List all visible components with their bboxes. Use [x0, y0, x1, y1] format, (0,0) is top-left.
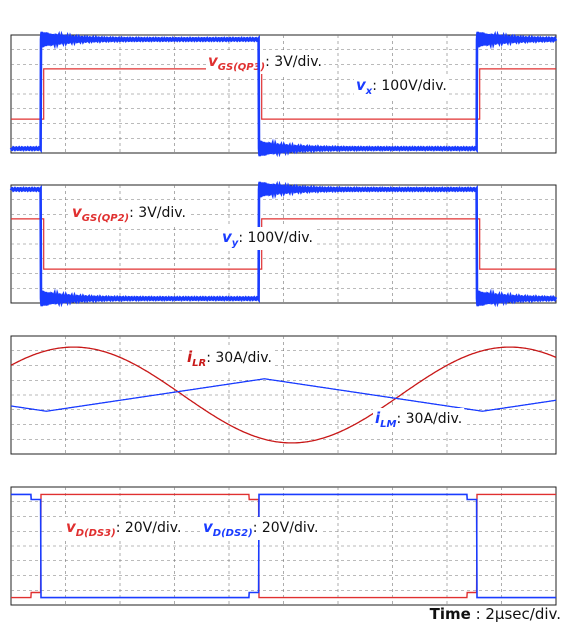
time-scale-label: Time : 2μsec/div.: [429, 605, 561, 623]
series-scale: : 30A/div.: [396, 411, 462, 427]
series-subscript: D(DS2): [213, 528, 253, 539]
series-label-gsqp2: vGS(QP2): 3V/div.: [72, 203, 186, 224]
series-scale: : 100V/div.: [238, 230, 313, 246]
trace-dds2: [11, 493, 556, 599]
series-scale: : 30A/div.: [206, 350, 272, 366]
series-subscript: GS(QP2): [82, 213, 129, 224]
series-subscript: LR: [192, 358, 206, 369]
trace-gsqp3: [11, 68, 556, 120]
series-label-dds3: vD(DS3): 20V/div.: [66, 518, 181, 539]
series-symbol: v: [203, 518, 214, 536]
trace-dds3: [11, 493, 556, 599]
series-symbol: i: [187, 348, 193, 366]
trace-ilr: [10, 346, 557, 444]
series-scale: : 100V/div.: [372, 78, 447, 94]
label-backing: [70, 202, 188, 225]
series-subscript: GS(QP3): [218, 62, 265, 73]
time-scale-value: 2μsec/div.: [485, 605, 561, 623]
series-label-lm: iLM: 30A/div.: [375, 409, 462, 430]
series-subscript: D(DS3): [76, 528, 116, 539]
series-scale: : 20V/div.: [116, 520, 182, 536]
time-axis-label: Time: [429, 605, 471, 623]
series-subscript: x: [365, 86, 373, 97]
scope-panel-4: vD(DS3): 20V/div. vD(DS2): 20V/div.: [10, 486, 557, 606]
series-symbol: v: [72, 203, 83, 221]
scope-panel-3: iLR: 30A/div.iLM: 30A/div.: [10, 335, 557, 455]
label-backing: [201, 517, 321, 540]
series-scale: : 3V/div.: [129, 205, 186, 221]
series-scale: : 20V/div.: [253, 520, 319, 536]
series-symbol: v: [356, 76, 367, 94]
series-symbol: v: [66, 518, 77, 536]
label-backing: [185, 347, 274, 370]
label-backing: [206, 51, 324, 74]
series-label-lr: iLR: 30A/div.: [187, 348, 272, 369]
scope-panel-2: vGS(QP2): 3V/div.vy: 100V/div.: [9, 180, 558, 308]
series-scale: : 3V/div.: [265, 54, 322, 70]
series-symbol: i: [375, 409, 381, 427]
series-subscript: LM: [380, 419, 396, 430]
label-backing: [354, 75, 449, 98]
series-label-y: vy: 100V/div.: [222, 228, 313, 249]
series-label-x: vx: 100V/div.: [356, 76, 447, 97]
series-label-dds2: vD(DS2): 20V/div.: [203, 518, 318, 539]
scope-panel-1: vGS(QP3): 3V/div.vx: 100V/div.: [9, 30, 558, 158]
series-symbol: v: [222, 228, 233, 246]
series-subscript: y: [232, 238, 239, 249]
trace-x: [9, 30, 558, 158]
series-symbol: v: [208, 52, 219, 70]
trace-ilm: [10, 378, 557, 412]
series-label-gsqp3: vGS(QP3): 3V/div.: [208, 52, 322, 73]
label-backing: [220, 227, 315, 250]
label-backing: [64, 517, 184, 540]
label-backing: [373, 408, 465, 431]
trace-y: [9, 180, 558, 308]
